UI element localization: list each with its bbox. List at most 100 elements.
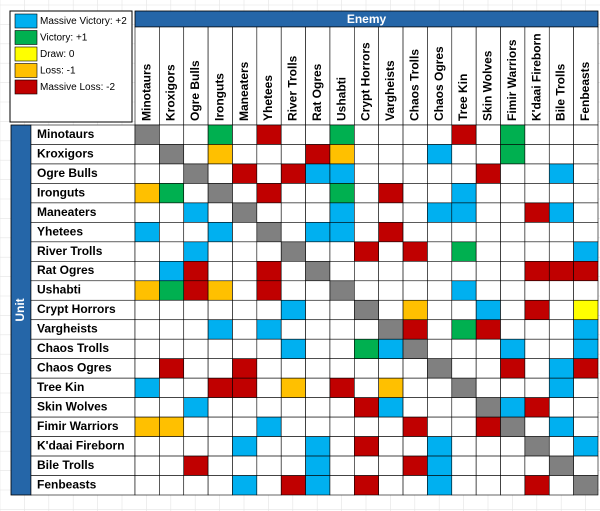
cell — [354, 241, 379, 262]
cell — [402, 416, 428, 437]
cell — [232, 475, 258, 496]
empty-cell — [207, 338, 233, 359]
column-header — [183, 26, 209, 126]
empty-cell — [354, 280, 379, 301]
empty-cell — [305, 241, 331, 262]
empty-cell — [280, 319, 306, 340]
empty-cell — [159, 202, 185, 223]
empty-cell — [159, 338, 185, 359]
empty-cell — [402, 261, 428, 282]
empty-cell — [573, 280, 599, 301]
empty-cell — [451, 397, 477, 418]
empty-cell — [134, 358, 160, 379]
empty-cell — [451, 455, 477, 476]
empty-cell — [475, 202, 501, 223]
cell — [354, 475, 379, 496]
cell — [500, 358, 526, 379]
empty-cell — [232, 299, 258, 321]
empty-cell — [354, 202, 379, 223]
empty-cell — [500, 241, 526, 262]
x-tick-label: Skin Wolves — [481, 50, 495, 121]
cell — [232, 377, 258, 398]
cell — [573, 319, 599, 340]
empty-cell — [402, 183, 428, 204]
cell — [305, 222, 331, 243]
x-tick-label: Crypt Horrors — [359, 42, 373, 121]
cell — [524, 397, 550, 418]
cell — [305, 163, 331, 184]
empty-cell — [378, 124, 404, 145]
x-tick-label: Fenbeasts — [578, 61, 592, 121]
cell — [134, 280, 160, 301]
legend-label: Draw: 0 — [40, 49, 75, 60]
cell — [329, 222, 355, 243]
empty-cell — [402, 202, 428, 223]
cell — [305, 144, 331, 165]
empty-cell — [524, 163, 550, 184]
cell — [183, 261, 209, 282]
cell — [280, 338, 306, 359]
empty-cell — [159, 299, 185, 321]
column-header — [329, 26, 355, 126]
empty-cell — [427, 338, 453, 359]
empty-cell — [402, 397, 428, 418]
cell — [500, 338, 526, 359]
x-tick-label: Ushabti — [334, 77, 348, 121]
cell — [402, 299, 428, 321]
empty-cell — [427, 299, 453, 321]
empty-cell — [329, 299, 355, 321]
empty-cell — [475, 358, 501, 379]
empty-cell — [524, 222, 550, 243]
empty-cell — [207, 202, 233, 223]
empty-cell — [573, 144, 599, 165]
cell — [451, 319, 477, 340]
column-header — [524, 26, 550, 126]
empty-cell — [524, 358, 550, 379]
empty-cell — [573, 163, 599, 184]
cell — [548, 416, 574, 437]
y-tick-label: Ironguts — [37, 185, 85, 199]
empty-cell — [548, 144, 574, 165]
empty-cell — [134, 299, 160, 321]
y-tick-label: Kroxigors — [37, 146, 94, 160]
empty-cell — [524, 183, 550, 204]
empty-cell — [451, 299, 477, 321]
empty-cell — [475, 475, 501, 496]
empty-cell — [183, 436, 209, 457]
cell — [280, 377, 306, 398]
self-cell — [305, 261, 331, 282]
cell — [280, 163, 306, 184]
empty-cell — [475, 436, 501, 457]
legend-label: Massive Victory: +2 — [40, 16, 127, 27]
empty-cell — [548, 183, 574, 204]
empty-cell — [548, 241, 574, 262]
empty-cell — [378, 455, 404, 476]
cell — [475, 319, 501, 340]
empty-cell — [427, 183, 453, 204]
empty-cell — [524, 144, 550, 165]
y-tick-label: Tree Kin — [37, 380, 84, 394]
self-cell — [232, 202, 258, 223]
column-header — [232, 26, 258, 126]
empty-cell — [232, 241, 258, 262]
cell — [280, 475, 306, 496]
empty-cell — [183, 416, 209, 437]
empty-cell — [402, 377, 428, 398]
y-tick-label: Maneaters — [37, 205, 97, 219]
cell — [573, 358, 599, 379]
empty-cell — [329, 475, 355, 496]
cell — [573, 338, 599, 359]
empty-cell — [159, 222, 185, 243]
empty-cell — [573, 124, 599, 145]
empty-cell — [500, 202, 526, 223]
empty-cell — [134, 455, 160, 476]
empty-cell — [573, 455, 599, 476]
x-tick-label: Yhetees — [261, 75, 275, 121]
cell — [475, 416, 501, 437]
legend-swatch — [14, 30, 38, 45]
cell — [207, 319, 233, 340]
cell — [524, 299, 550, 321]
empty-cell — [280, 202, 306, 223]
empty-cell — [451, 358, 477, 379]
cell — [329, 163, 355, 184]
